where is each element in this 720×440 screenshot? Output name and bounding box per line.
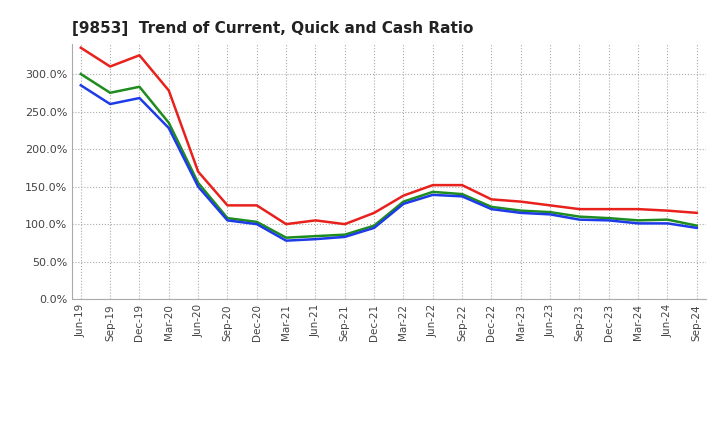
Cash Ratio — [135, 95, 144, 101]
Current Ratio — [546, 203, 554, 208]
Text: [9853]  Trend of Current, Quick and Cash Ratio: [9853] Trend of Current, Quick and Cash … — [72, 21, 473, 36]
Quick Ratio — [605, 216, 613, 221]
Current Ratio — [106, 64, 114, 69]
Current Ratio — [76, 45, 85, 51]
Current Ratio — [282, 221, 290, 227]
Cash Ratio — [605, 218, 613, 223]
Quick Ratio — [516, 208, 525, 213]
Legend: Current Ratio, Quick Ratio, Cash Ratio: Current Ratio, Quick Ratio, Cash Ratio — [186, 438, 592, 440]
Current Ratio — [135, 53, 144, 58]
Cash Ratio — [194, 184, 202, 189]
Line: Quick Ratio: Quick Ratio — [81, 74, 697, 238]
Quick Ratio — [693, 223, 701, 228]
Current Ratio — [458, 183, 467, 188]
Current Ratio — [253, 203, 261, 208]
Quick Ratio — [341, 232, 349, 237]
Quick Ratio — [370, 223, 379, 228]
Cash Ratio — [487, 206, 496, 212]
Current Ratio — [575, 206, 584, 212]
Cash Ratio — [634, 221, 642, 226]
Current Ratio — [663, 208, 672, 213]
Quick Ratio — [546, 209, 554, 215]
Cash Ratio — [223, 218, 232, 223]
Current Ratio — [428, 183, 437, 188]
Cash Ratio — [76, 83, 85, 88]
Current Ratio — [311, 218, 320, 223]
Cash Ratio — [546, 212, 554, 217]
Cash Ratio — [253, 221, 261, 227]
Cash Ratio — [370, 225, 379, 231]
Cash Ratio — [106, 101, 114, 106]
Cash Ratio — [341, 234, 349, 239]
Line: Cash Ratio: Cash Ratio — [81, 85, 697, 241]
Quick Ratio — [253, 219, 261, 224]
Line: Current Ratio: Current Ratio — [81, 48, 697, 224]
Cash Ratio — [428, 192, 437, 198]
Cash Ratio — [399, 201, 408, 206]
Current Ratio — [693, 210, 701, 216]
Current Ratio — [370, 210, 379, 216]
Current Ratio — [399, 193, 408, 198]
Cash Ratio — [164, 125, 173, 131]
Cash Ratio — [458, 194, 467, 199]
Cash Ratio — [693, 225, 701, 231]
Quick Ratio — [428, 189, 437, 194]
Quick Ratio — [164, 120, 173, 125]
Current Ratio — [605, 206, 613, 212]
Cash Ratio — [282, 238, 290, 243]
Current Ratio — [164, 88, 173, 93]
Quick Ratio — [311, 234, 320, 239]
Quick Ratio — [106, 90, 114, 95]
Cash Ratio — [663, 221, 672, 226]
Quick Ratio — [487, 204, 496, 209]
Current Ratio — [341, 221, 349, 227]
Quick Ratio — [76, 71, 85, 77]
Current Ratio — [223, 203, 232, 208]
Quick Ratio — [135, 84, 144, 89]
Quick Ratio — [399, 199, 408, 204]
Quick Ratio — [634, 218, 642, 223]
Current Ratio — [194, 169, 202, 174]
Current Ratio — [634, 206, 642, 212]
Quick Ratio — [575, 214, 584, 219]
Current Ratio — [487, 197, 496, 202]
Current Ratio — [516, 199, 525, 204]
Quick Ratio — [663, 217, 672, 222]
Cash Ratio — [575, 217, 584, 222]
Quick Ratio — [223, 216, 232, 221]
Quick Ratio — [194, 180, 202, 186]
Cash Ratio — [311, 237, 320, 242]
Quick Ratio — [282, 235, 290, 240]
Quick Ratio — [458, 191, 467, 197]
Cash Ratio — [516, 210, 525, 216]
